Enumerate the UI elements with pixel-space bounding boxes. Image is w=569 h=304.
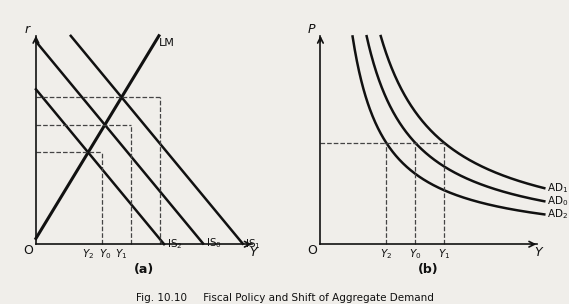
Text: $Y_1$: $Y_1$ xyxy=(438,247,451,261)
Text: r: r xyxy=(24,23,29,36)
Text: IS$_1$: IS$_1$ xyxy=(245,237,261,250)
Text: (b): (b) xyxy=(418,263,439,276)
Text: AD$_2$: AD$_2$ xyxy=(547,208,568,221)
Text: $Y_1$: $Y_1$ xyxy=(116,247,128,261)
Text: O: O xyxy=(23,244,33,257)
Text: $Y_0$: $Y_0$ xyxy=(409,247,422,261)
Text: Y: Y xyxy=(534,246,542,259)
Text: $Y_2$: $Y_2$ xyxy=(380,247,393,261)
Text: AD$_0$: AD$_0$ xyxy=(547,194,568,208)
Text: $Y_0$: $Y_0$ xyxy=(98,247,111,261)
Text: Fig. 10.10     Fiscal Policy and Shift of Aggregate Demand: Fig. 10.10 Fiscal Policy and Shift of Ag… xyxy=(135,293,434,303)
Text: O: O xyxy=(308,244,318,257)
Text: IS$_0$: IS$_0$ xyxy=(205,237,221,250)
Text: AD$_1$: AD$_1$ xyxy=(547,181,568,195)
Text: Y: Y xyxy=(250,246,257,259)
Text: $Y_2$: $Y_2$ xyxy=(82,247,94,261)
Text: (a): (a) xyxy=(134,263,154,276)
Text: IS$_2$: IS$_2$ xyxy=(167,237,182,251)
Text: P: P xyxy=(307,23,315,36)
Text: LM: LM xyxy=(159,38,174,48)
